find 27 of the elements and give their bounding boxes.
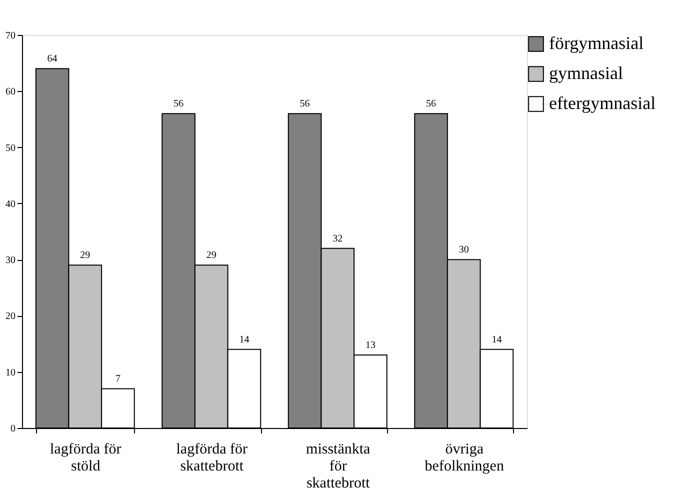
legend-label: eftergymnasial <box>549 93 656 113</box>
data-label: 29 <box>80 250 90 262</box>
x-tick-label: övriga befolkningen <box>424 442 504 474</box>
data-label: 32 <box>332 233 343 244</box>
data-label: 56 <box>300 98 310 110</box>
y-tick-label: 0 <box>10 424 16 434</box>
y-tick-label: 40 <box>6 198 16 210</box>
data-label: 14 <box>239 334 250 346</box>
x-tick-label: lagförda för stöld <box>50 442 122 474</box>
data-label: 56 <box>174 98 184 110</box>
data-label: 29 <box>206 250 216 262</box>
legend-label: förgymnasial <box>549 33 644 53</box>
y-tick-label: 10 <box>6 367 16 378</box>
data-label: 13 <box>365 340 376 352</box>
y-tick-label: 50 <box>6 142 16 154</box>
y-tick-label: 20 <box>6 311 16 322</box>
legend-label: gymnasial <box>549 63 623 83</box>
x-tick-label: misstänkta för skattebrott <box>306 442 371 490</box>
data-label: 7 <box>115 374 120 385</box>
y-tick-label: 60 <box>6 86 16 98</box>
y-tick-label: 30 <box>6 255 16 266</box>
x-tick-label: lagförda för skattebrott <box>176 442 248 474</box>
data-label: 64 <box>47 54 58 65</box>
data-label: 56 <box>426 98 436 110</box>
data-label: 14 <box>492 334 502 346</box>
data-label: 30 <box>458 244 469 256</box>
y-tick-label: 70 <box>6 30 16 42</box>
